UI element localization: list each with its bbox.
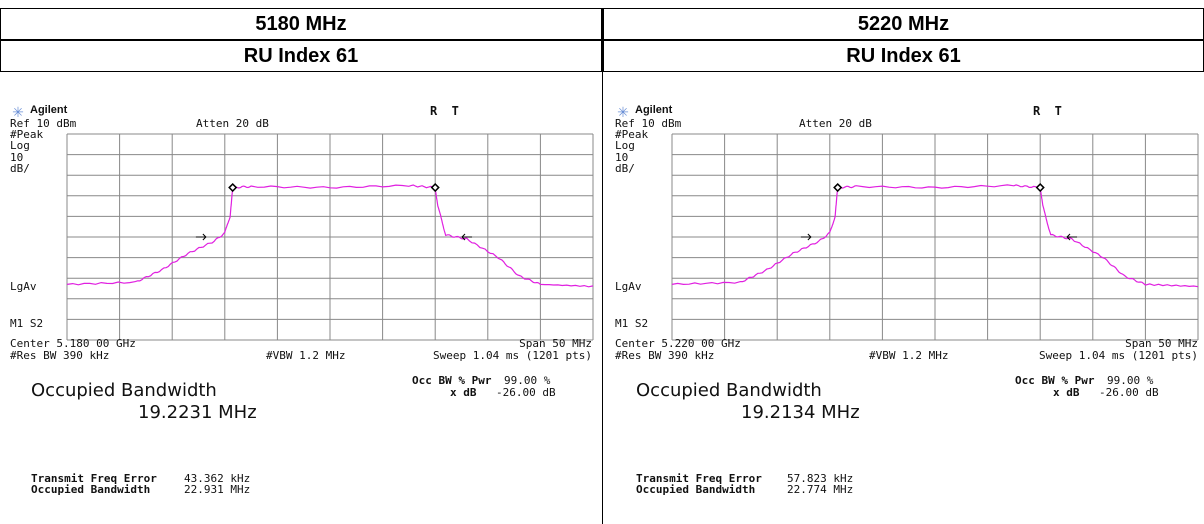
side-label: M1 S2 [615, 317, 649, 330]
logo-star: ✳ [617, 104, 629, 120]
xdb-label: x dB [1053, 386, 1080, 399]
center-frequency: Center 5.220 00 GHz [615, 337, 741, 350]
side-label: LgAv [10, 280, 37, 293]
frequency-header: 5180 MHz [0, 8, 602, 40]
side-label: #Peak [10, 128, 44, 141]
ru-header: RU Index 61 [0, 40, 602, 72]
occupied-bw-value: 19.2134 MHz [741, 402, 860, 423]
center-frequency: Center 5.180 00 GHz [10, 337, 136, 350]
side-label: 10 [615, 151, 629, 164]
occ-pwr-value: 99.00 % [1107, 374, 1154, 387]
xdb-value: -26.00 dB [496, 386, 556, 399]
side-label: LgAv [615, 280, 642, 293]
occ-pwr-label: Occ BW % Pwr [412, 374, 492, 387]
marker-diamond [1035, 182, 1045, 193]
attenuation: Atten 20 dB [196, 117, 269, 130]
occupied-bandwidth-label: Occupied Bandwidth [31, 483, 151, 496]
vendor-name: Agilent [30, 104, 68, 116]
marker-diamond [833, 182, 843, 193]
trace [66, 184, 594, 288]
span: Span 50 MHz [1125, 337, 1198, 350]
res-bw: #Res BW 390 kHz [615, 349, 715, 362]
logo-star: ✳ [12, 104, 24, 120]
spectrum-display: ✳ [12, 104, 594, 341]
occupied-bw-label: Occupied Bandwidth [636, 380, 822, 401]
occupied-bw-value: 19.2231 MHz [138, 402, 257, 423]
marker-diamond [430, 182, 440, 193]
sweep: Sweep 1.04 ms (1201 pts) [1039, 349, 1198, 362]
transmit-freq-error-value: 43.362 kHz [184, 472, 251, 485]
occ-pwr-label: Occ BW % Pwr [1015, 374, 1095, 387]
occupied-bandwidth-value: 22.931 MHz [184, 483, 251, 496]
arrow-left [461, 233, 473, 241]
vbw: #VBW 1.2 MHz [266, 349, 346, 362]
marker-diamond [228, 182, 238, 193]
occupied-bandwidth-value: 22.774 MHz [787, 483, 854, 496]
ref-level: Ref 10 dBm [615, 117, 682, 130]
status: R T [1033, 104, 1062, 118]
res-bw: #Res BW 390 kHz [10, 349, 110, 362]
span: Span 50 MHz [519, 337, 592, 350]
ref-level: Ref 10 dBm [10, 117, 77, 130]
transmit-freq-error-label: Transmit Freq Error [636, 472, 762, 485]
side-label: M1 S2 [10, 317, 44, 330]
transmit-freq-error-label: Transmit Freq Error [31, 472, 157, 485]
occupied-bw-label: Occupied Bandwidth [31, 380, 217, 401]
arrow-left [1066, 233, 1078, 241]
trace [671, 184, 1199, 288]
side-label: Log [10, 139, 30, 152]
side-label: dB/ [615, 162, 635, 175]
occupied-bandwidth-label: Occupied Bandwidth [636, 483, 756, 496]
side-label: dB/ [10, 162, 30, 175]
spectrum-display: ✳ [617, 104, 1199, 341]
side-label: 10 [10, 151, 24, 164]
xdb-value: -26.00 dB [1099, 386, 1159, 399]
column: 5220 MHz RU Index 61 ✳ Agilent R T Ref 10 dBm… [602, 8, 1204, 524]
vbw: #VBW 1.2 MHz [869, 349, 949, 362]
status: R T [430, 104, 459, 118]
side-label: #Peak [615, 128, 649, 141]
arrow-right [195, 233, 207, 241]
occ-pwr-value: 99.00 % [504, 374, 551, 387]
xdb-label: x dB [450, 386, 477, 399]
transmit-freq-error-value: 57.823 kHz [787, 472, 854, 485]
column: 5180 MHz RU Index 61 ✳ Agilent R T Ref 10 dBm… [0, 8, 602, 524]
arrow-right [800, 233, 812, 241]
attenuation: Atten 20 dB [799, 117, 872, 130]
vendor-name: Agilent [635, 104, 673, 116]
sweep: Sweep 1.04 ms (1201 pts) [433, 349, 592, 362]
side-label: Log [615, 139, 635, 152]
